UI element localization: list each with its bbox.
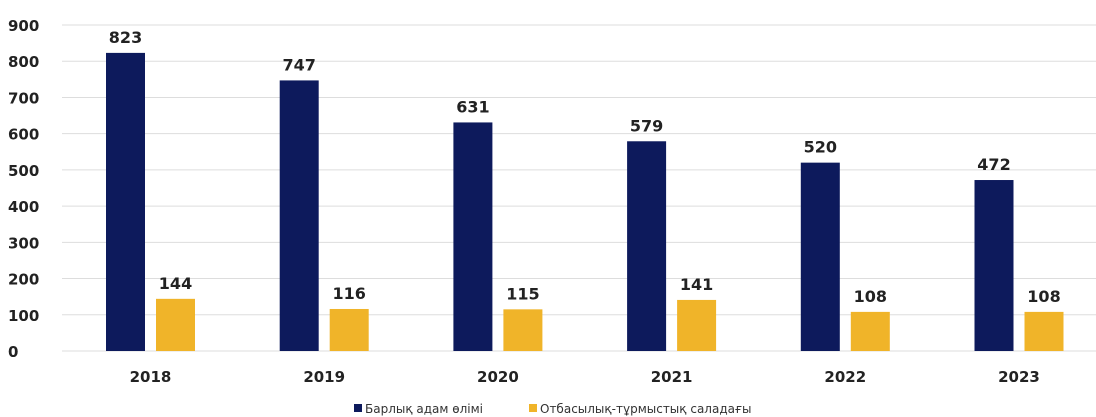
- y-tick-label: 600: [8, 126, 39, 144]
- y-tick-label: 300: [8, 234, 39, 252]
- bar-series1-2022: [800, 162, 840, 351]
- bar-series1-2021: [627, 141, 667, 351]
- data-label: 108: [854, 287, 887, 306]
- x-tick-label: 2018: [130, 368, 172, 386]
- data-label: 108: [1027, 287, 1060, 306]
- bar-series2-2019: [329, 308, 369, 351]
- bar-series2-2023: [1024, 311, 1064, 351]
- x-tick-label: 2020: [477, 368, 519, 386]
- bar-series2-2021: [677, 299, 717, 351]
- legend-label-2: Отбасылық-тұрмыстық саладағы: [540, 402, 752, 416]
- x-axis-ticks: 2018 2019 2020 2021 2022 2023: [130, 368, 1040, 386]
- bar-series2-2018: [156, 298, 195, 351]
- bar-series1-2023: [974, 180, 1014, 351]
- data-label: 823: [109, 28, 142, 47]
- y-tick-label: 400: [8, 198, 39, 216]
- y-tick-label: 200: [8, 271, 39, 289]
- y-tick-label: 900: [8, 17, 39, 35]
- data-label: 579: [630, 116, 663, 135]
- y-tick-label: 800: [8, 53, 39, 71]
- gridlines: [62, 24, 1096, 352]
- bar-series1-2019: [279, 80, 319, 352]
- bar-series1-2020: [453, 122, 493, 351]
- bar-series2-2022: [850, 311, 890, 351]
- y-tick-label: 700: [8, 89, 39, 107]
- legend-label-1: Барлық адам өлімі: [365, 402, 483, 416]
- legend-swatch-2: [529, 404, 537, 412]
- x-tick-label: 2022: [824, 368, 866, 386]
- data-label: 747: [282, 55, 315, 74]
- data-label: 141: [680, 275, 713, 294]
- data-label: 144: [159, 274, 192, 293]
- bar-series2-2020: [503, 309, 543, 351]
- y-tick-label: 500: [8, 162, 39, 180]
- x-tick-label: 2019: [303, 368, 345, 386]
- bar-series1-2018: [106, 52, 145, 351]
- data-label: 520: [804, 138, 837, 157]
- data-label: 472: [977, 155, 1010, 174]
- data-label: 631: [456, 97, 489, 116]
- legend-swatch-1: [354, 404, 362, 412]
- y-tick-label: 100: [8, 307, 39, 325]
- y-tick-label: 0: [8, 343, 18, 361]
- x-tick-label: 2021: [651, 368, 693, 386]
- data-label: 116: [332, 284, 365, 303]
- bars: [106, 52, 1064, 352]
- y-axis-ticks: 0 100 200 300 400 500 600 700 800 900: [8, 17, 39, 361]
- data-labels: 823 144 747 116 631 115 579 141 520 108 472 108: [109, 28, 1061, 306]
- legend: Барлық адам өлімі Отбасылық-тұрмыстық сал…: [354, 402, 752, 416]
- x-tick-label: 2023: [998, 368, 1040, 386]
- data-label: 115: [506, 284, 539, 303]
